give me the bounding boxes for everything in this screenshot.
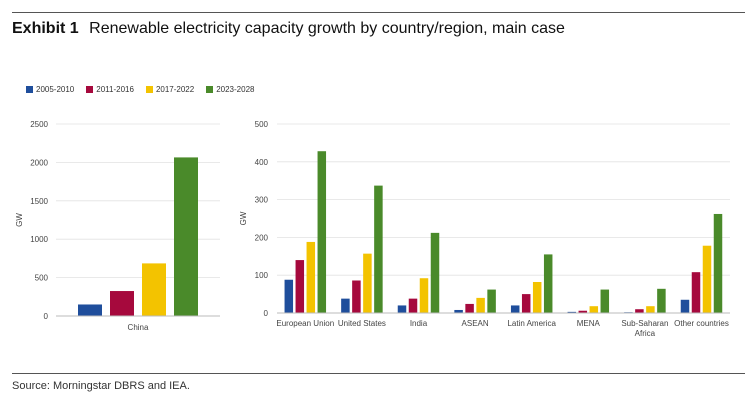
bottom-rule bbox=[12, 373, 745, 374]
bar bbox=[691, 272, 701, 313]
legend-swatch bbox=[206, 86, 214, 93]
legend-swatch bbox=[86, 86, 94, 93]
bar bbox=[78, 304, 102, 316]
legend-label: 2011-2016 bbox=[96, 85, 134, 94]
title-text: Renewable electricity capacity growth by… bbox=[89, 20, 565, 37]
bar bbox=[713, 213, 723, 313]
legend-swatch bbox=[145, 86, 153, 93]
y-tick-label: 2000 bbox=[30, 158, 48, 167]
bar bbox=[487, 289, 496, 313]
source-note: Source: Morningstar DBRS and IEA. bbox=[12, 380, 190, 392]
y-tick-label: 500 bbox=[35, 274, 49, 283]
legend-label: 2017-2022 bbox=[155, 85, 195, 94]
legend-swatch bbox=[26, 86, 33, 93]
bar bbox=[363, 253, 372, 313]
bar bbox=[341, 298, 350, 313]
y-tick-label: 300 bbox=[255, 196, 269, 205]
legend-label: 2005-2010 bbox=[36, 85, 75, 94]
bar bbox=[646, 306, 655, 313]
y-axis-label: GW bbox=[239, 211, 248, 225]
bar bbox=[578, 310, 588, 313]
bar bbox=[419, 278, 429, 313]
y-tick-label: 400 bbox=[255, 158, 269, 167]
bar bbox=[306, 241, 316, 313]
category-label: Africa bbox=[635, 329, 656, 338]
legend: 2005-2010 2011-2016 2017-2022 2023-2028 bbox=[26, 85, 254, 94]
legend-item: 2011-2016 bbox=[86, 85, 134, 94]
bar bbox=[521, 294, 531, 313]
y-tick-label: 2500 bbox=[30, 120, 48, 129]
legend-item: 2017-2022 bbox=[145, 85, 195, 94]
bar bbox=[374, 185, 383, 313]
bar bbox=[532, 282, 542, 313]
bar bbox=[397, 305, 407, 313]
bar bbox=[408, 298, 418, 313]
bar bbox=[295, 260, 305, 313]
category-label: United States bbox=[338, 319, 386, 328]
y-tick-label: 200 bbox=[255, 233, 269, 242]
y-tick-label: 1000 bbox=[30, 235, 48, 244]
category-label: India bbox=[410, 319, 428, 328]
y-tick-label: 100 bbox=[255, 271, 269, 280]
bar bbox=[543, 254, 553, 313]
bar bbox=[430, 232, 440, 313]
legend-label: 2023-2028 bbox=[216, 85, 255, 94]
bar bbox=[680, 299, 690, 313]
bar bbox=[476, 297, 485, 313]
y-tick-label: 0 bbox=[264, 309, 269, 318]
bar bbox=[317, 151, 327, 313]
bar bbox=[600, 289, 610, 313]
bar bbox=[657, 288, 666, 313]
category-label: Latin America bbox=[507, 319, 556, 328]
y-axis-label: GW bbox=[15, 213, 24, 227]
category-label: Other countries bbox=[674, 319, 729, 328]
bar bbox=[589, 306, 599, 313]
legend-item: 2005-2010 bbox=[26, 85, 74, 94]
bar bbox=[635, 309, 644, 313]
y-tick-label: 0 bbox=[44, 312, 49, 321]
exhibit-label: Exhibit 1 bbox=[12, 20, 79, 37]
bar bbox=[454, 309, 463, 313]
top-rule bbox=[12, 12, 745, 13]
category-label: European Union bbox=[276, 319, 334, 328]
bar bbox=[110, 291, 134, 316]
legend-item: 2023-2028 bbox=[206, 85, 254, 94]
bar bbox=[702, 245, 712, 313]
chart-title: Exhibit 1 Renewable electricity capacity… bbox=[12, 20, 565, 38]
bar bbox=[567, 311, 577, 313]
category-label: China bbox=[128, 323, 149, 332]
bar bbox=[142, 263, 166, 316]
category-label: Sub-Saharan bbox=[621, 319, 668, 328]
bar bbox=[284, 279, 294, 313]
bar bbox=[510, 305, 520, 313]
bar bbox=[465, 303, 474, 313]
bar bbox=[352, 280, 361, 313]
y-tick-label: 1500 bbox=[30, 197, 48, 206]
category-label: MENA bbox=[577, 319, 601, 328]
y-tick-label: 500 bbox=[255, 120, 269, 129]
category-label: ASEAN bbox=[462, 319, 489, 328]
bar bbox=[174, 157, 198, 316]
